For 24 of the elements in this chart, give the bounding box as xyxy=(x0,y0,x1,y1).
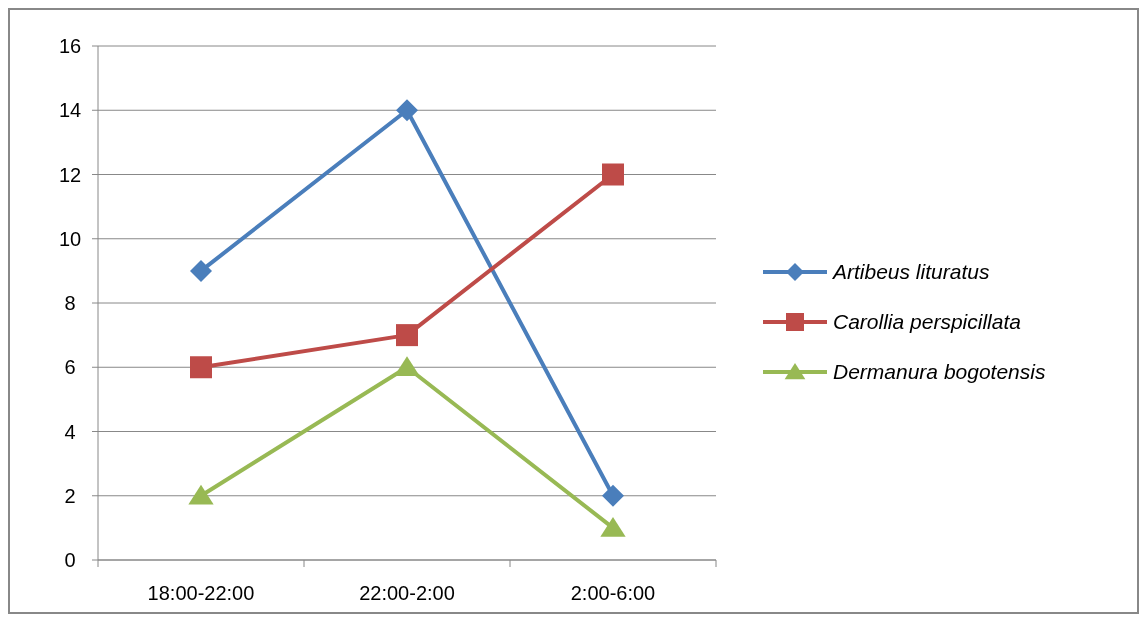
point xyxy=(396,99,418,122)
x-tick-label: 2:00-6:00 xyxy=(570,582,656,604)
legend-label: Artibeus lituratus xyxy=(831,260,990,284)
point xyxy=(190,356,212,379)
x-tick-label: 22:00-2:00 xyxy=(359,582,455,604)
point xyxy=(188,484,214,505)
y-tick-label: 10 xyxy=(58,227,82,250)
y-tick-label: 16 xyxy=(58,35,82,57)
y-tick-label: 8 xyxy=(64,292,76,314)
y-tick-label: 14 xyxy=(58,99,82,122)
y-tick-label: 2 xyxy=(64,484,76,507)
point xyxy=(602,163,624,186)
legend-label: Dermanura bogotensis xyxy=(833,360,1046,384)
point xyxy=(602,484,624,507)
y-tick-label: 6 xyxy=(64,356,76,379)
point xyxy=(396,324,418,347)
point xyxy=(190,259,212,282)
y-tick-label: 4 xyxy=(64,420,76,443)
legend-label: Carollia perspicillata xyxy=(833,310,1021,334)
x-tick-label: 18:00-22:00 xyxy=(147,582,255,604)
y-tick-label: 12 xyxy=(58,163,82,186)
y-tick-label: 0 xyxy=(64,549,76,571)
point xyxy=(394,356,420,377)
point xyxy=(600,516,626,537)
